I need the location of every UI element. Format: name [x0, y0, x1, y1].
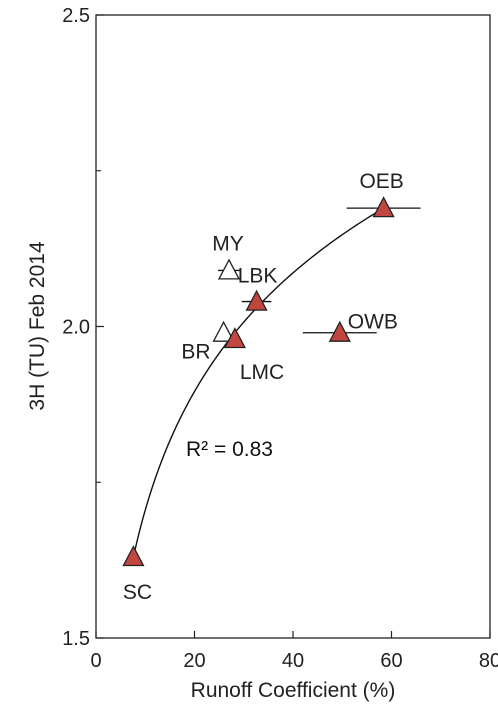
marker-owb	[328, 320, 351, 342]
point-label-lmc: LMC	[240, 361, 284, 384]
plot-frame	[95, 14, 491, 639]
point-label-sc: SC	[123, 581, 152, 604]
point-label-lbk: LBK	[238, 265, 278, 288]
x-tick-label: 0	[90, 650, 101, 672]
y-axis-title: 3H (TU) Feb 2014	[26, 241, 49, 411]
y-tick-label: 1.5	[62, 628, 90, 650]
point-label-br: BR	[181, 341, 210, 364]
marker-my	[217, 258, 241, 280]
x-tick-label: 40	[282, 650, 304, 672]
marker-lmc	[223, 327, 246, 349]
marker-oeb	[372, 196, 395, 218]
x-tick-label: 60	[380, 650, 402, 672]
x-tick-label: 20	[183, 650, 205, 672]
y-tick-label: 2.0	[62, 317, 90, 339]
r-squared-annotation: R² = 0.83	[186, 438, 273, 461]
point-labels: SC BR LMC MY LBK OWB OEB	[123, 170, 404, 604]
point-label-oeb: OEB	[359, 170, 403, 193]
point-label-my: MY	[212, 232, 244, 255]
point-label-owb: OWB	[348, 311, 398, 334]
marker-sc	[122, 545, 145, 567]
marker-lbk	[245, 289, 268, 311]
marker-br	[212, 320, 235, 342]
data-markers	[122, 196, 395, 567]
x-axis-title: Runoff Coefficient (%)	[191, 679, 396, 702]
axis-ticks: 0 20 40 60 80 1.5 2.0 2.5	[62, 5, 498, 672]
y-tick-label: 2.5	[62, 5, 90, 27]
x-tick-label: 80	[479, 650, 498, 672]
